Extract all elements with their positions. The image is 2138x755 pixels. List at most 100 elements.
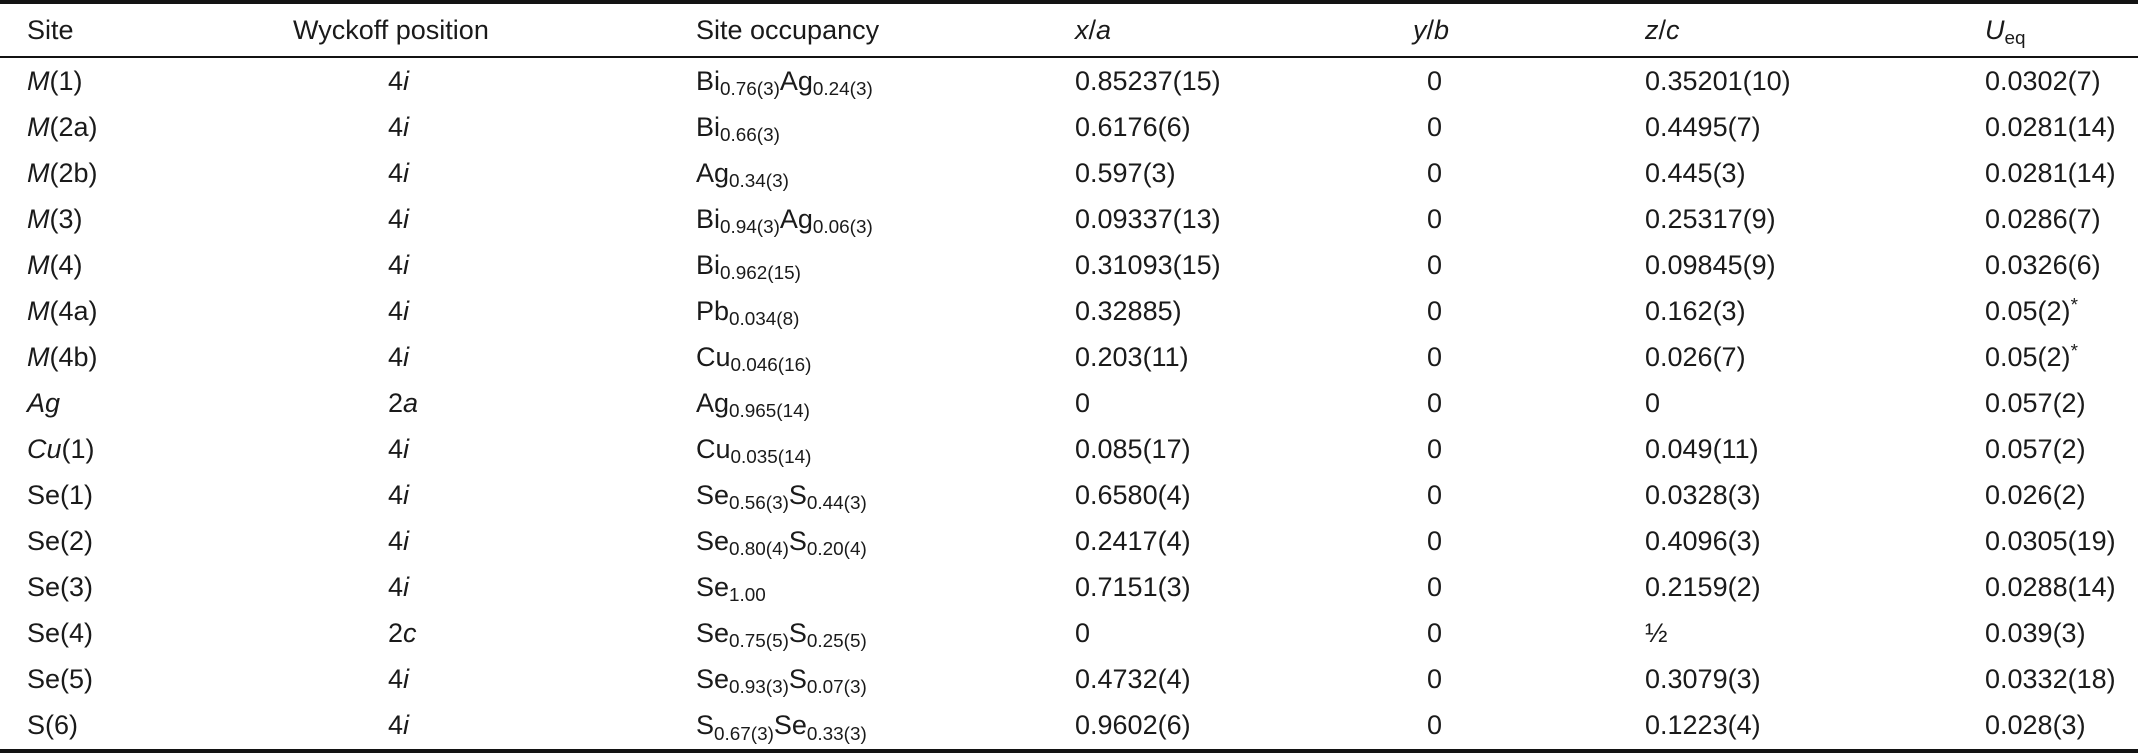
wyckoff-cell: 4i [388,203,410,234]
column-header-z-over-c: z/c [1618,2,1958,58]
xa-cell: 0.085(17) [1075,433,1191,464]
occupancy-cell: Se0.75(5)S0.25(5) [696,618,867,653]
table-row: Se(3) 4i Se1.00 0.7151(3) 0 0.2159(2) 0.0288(1… [0,565,2138,611]
column-header-site-occupancy: Site occupancy [669,2,1048,58]
zc-cell: 0.3079(3) [1645,664,1761,695]
site-cell: M(3) [27,203,83,234]
ueq-cell: 0.0326(6) [1985,249,2101,280]
table-header: Site Wyckoff position Site occupancy x/a… [0,2,2138,58]
xa-cell: 0.4732(4) [1075,664,1191,695]
column-header-ueq: Ueq [1958,2,2138,58]
wyckoff-cell: 2c [388,618,417,649]
yb-cell: 0 [1427,111,1443,142]
ueq-cell: 0.0281(14) [1985,111,2116,142]
site-cell: Se(2) [27,526,94,557]
wyckoff-cell: 4i [388,341,410,372]
table-row: Ag 2a Ag0.965(14) 0 0 0 0.057(2) [0,380,2138,426]
xa-cell: 0.6580(4) [1075,479,1191,510]
wyckoff-cell: 4i [388,526,410,557]
site-cell: Se(1) [27,479,94,510]
column-header-x-over-a: x/a [1048,2,1386,58]
yb-cell: 0 [1427,341,1443,372]
yb-cell: 0 [1427,249,1443,280]
site-cell: M(1) [27,65,83,96]
xa-cell: 0 [1075,387,1091,418]
zc-cell: 0.35201(10) [1645,65,1791,96]
table-row: M(3) 4i Bi0.94(3)Ag0.06(3) 0.09337(13) 0 0.25… [0,196,2138,242]
table-row: M(1) 4i Bi0.76(3)Ag0.24(3) 0.85237(15) 0 0.35… [0,57,2138,104]
zc-cell: 0.25317(9) [1645,203,1776,234]
wyckoff-cell: 4i [388,111,410,142]
xa-cell: 0 [1075,618,1091,649]
wyckoff-cell: 4i [388,433,410,464]
ueq-cell: 0.057(2) [1985,433,2086,464]
site-cell: Se(3) [27,572,94,603]
zc-cell: 0 [1645,387,1661,418]
ueq-cell: 0.05(2)* [1985,341,2078,372]
yb-cell: 0 [1427,295,1443,326]
zc-cell: 0.09845(9) [1645,249,1776,280]
occupancy-cell: Pb0.034(8) [696,295,800,331]
wyckoff-cell: 2a [388,387,419,418]
table-row: M(4a) 4i Pb0.034(8) 0.32885) 0 0.162(3) 0.05(2… [0,288,2138,334]
yb-cell: 0 [1427,387,1443,418]
zc-cell: 0.026(7) [1645,341,1746,372]
zc-cell: 0.4096(3) [1645,526,1761,557]
site-cell: M(4) [27,249,83,280]
site-cell: M(4b) [27,341,98,372]
table-row: M(4) 4i Bi0.962(15) 0.31093(15) 0 0.09845(9) 0… [0,242,2138,288]
table-row: Se(5) 4i Se0.93(3)S0.07(3) 0.4732(4) 0 0.3079… [0,657,2138,703]
ueq-cell: 0.028(3) [1985,710,2086,741]
ueq-cell: 0.0305(19) [1985,526,2116,557]
occupancy-cell: Ag0.34(3) [696,157,789,192]
xa-cell: 0.31093(15) [1075,249,1221,280]
zc-cell: 0.4495(7) [1645,111,1761,142]
yb-cell: 0 [1427,710,1443,741]
occupancy-cell: Bi0.76(3)Ag0.24(3) [696,65,873,100]
column-header-wyckoff-position: Wyckoff position [266,2,669,58]
xa-cell: 0.203(11) [1075,341,1189,372]
wyckoff-cell: 4i [388,65,410,96]
zc-cell: 0.162(3) [1645,295,1746,326]
xa-cell: 0.32885) [1075,295,1182,326]
zc-cell: 0.445(3) [1645,157,1746,188]
yb-cell: 0 [1427,157,1443,188]
wyckoff-cell: 4i [388,249,410,280]
wyckoff-cell: 4i [388,710,410,741]
ueq-cell: 0.039(3) [1985,618,2086,649]
zc-cell: 0.0328(3) [1645,479,1761,510]
table-body: M(1) 4i Bi0.76(3)Ag0.24(3) 0.85237(15) 0 0.35… [0,57,2138,751]
occupancy-cell: Ag0.965(14) [696,387,810,423]
ueq-cell: 0.05(2)* [1985,295,2078,326]
ueq-cell: 0.0286(7) [1985,203,2101,234]
occupancy-cell: Se0.80(4)S0.20(4) [696,526,867,561]
occupancy-cell: Se0.56(3)S0.44(3) [696,479,867,515]
occupancy-cell: Cu0.046(16) [696,341,812,377]
site-cell: Ag [27,387,61,418]
yb-cell: 0 [1427,572,1443,603]
table-row: M(2a) 4i Bi0.66(3) 0.6176(6) 0 0.4495(7) 0.028… [0,104,2138,150]
site-cell: Cu(1) [27,433,95,464]
occupancy-cell: Se1.00 [696,572,766,607]
xa-cell: 0.09337(13) [1075,203,1221,234]
yb-cell: 0 [1427,664,1443,695]
zc-cell: 0.1223(4) [1645,710,1761,741]
xa-cell: 0.7151(3) [1075,572,1191,603]
xa-cell: 0.85237(15) [1075,65,1221,96]
yb-cell: 0 [1427,65,1443,96]
yb-cell: 0 [1427,618,1443,649]
table-row: Se(1) 4i Se0.56(3)S0.44(3) 0.6580(4) 0 0.0328… [0,472,2138,518]
xa-cell: 0.597(3) [1075,157,1176,188]
site-cell: Se(4) [27,618,94,649]
table-row: S(6) 4i S0.67(3)Se0.33(3) 0.9602(6) 0 0.1223(… [0,703,2138,751]
yb-cell: 0 [1427,526,1443,557]
table-row: Se(2) 4i Se0.80(4)S0.20(4) 0.2417(4) 0 0.4096… [0,519,2138,565]
xa-cell: 0.9602(6) [1075,710,1191,741]
table-row: Se(4) 2c Se0.75(5)S0.25(5) 0 0 ½ 0.039(3) [0,611,2138,657]
site-cell: S(6) [27,710,79,741]
occupancy-cell: Bi0.94(3)Ag0.06(3) [696,203,873,238]
table-row: Cu(1) 4i Cu0.035(14) 0.085(17) 0 0.049(11) 0.0… [0,426,2138,472]
yb-cell: 0 [1427,479,1443,510]
